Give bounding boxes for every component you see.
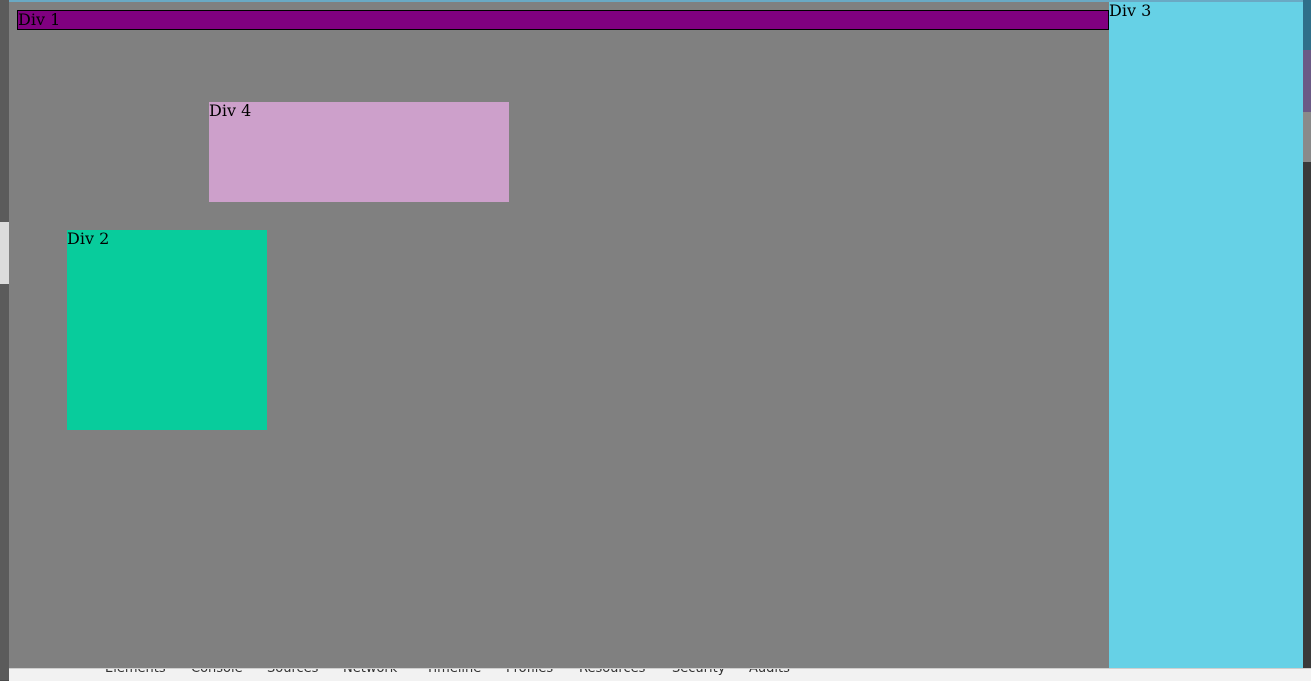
tab-console[interactable]: Console	[191, 668, 243, 676]
background-highlight-bar	[0, 222, 9, 284]
background-fragment	[1303, 50, 1311, 112]
tab-elements[interactable]: Elements	[105, 668, 166, 676]
background-fragment	[1303, 0, 1311, 50]
tab-resources[interactable]: Resources	[579, 668, 646, 676]
tab-sources[interactable]: Sources	[267, 668, 319, 676]
div-3-box: Div 3	[1109, 2, 1303, 668]
div-1-box: Div 1	[17, 10, 1109, 30]
div-3-label: Div 3	[1109, 1, 1152, 20]
background-window-strip-right	[1303, 0, 1311, 680]
background-fragment	[1303, 112, 1311, 162]
devtools-tab-bar: Elements Console Sources Network Timelin…	[9, 668, 1311, 681]
tab-network[interactable]: Network	[343, 668, 398, 676]
div-4-box: Div 4	[209, 102, 509, 202]
tab-audits[interactable]: Audits	[749, 668, 790, 676]
page-viewport: Div 1 Div 3 Div 4 Div 2	[9, 0, 1303, 668]
tab-timeline[interactable]: Timeline	[426, 668, 482, 676]
background-window-strip-left	[0, 0, 9, 680]
div-2-label: Div 2	[67, 229, 110, 248]
div-4-label: Div 4	[209, 101, 252, 120]
tab-security[interactable]: Security	[672, 668, 726, 676]
div-2-box: Div 2	[67, 230, 267, 430]
div-1-label: Div 1	[18, 10, 61, 29]
tab-profiles[interactable]: Profiles	[506, 668, 554, 676]
viewport-top-border	[9, 0, 1303, 2]
